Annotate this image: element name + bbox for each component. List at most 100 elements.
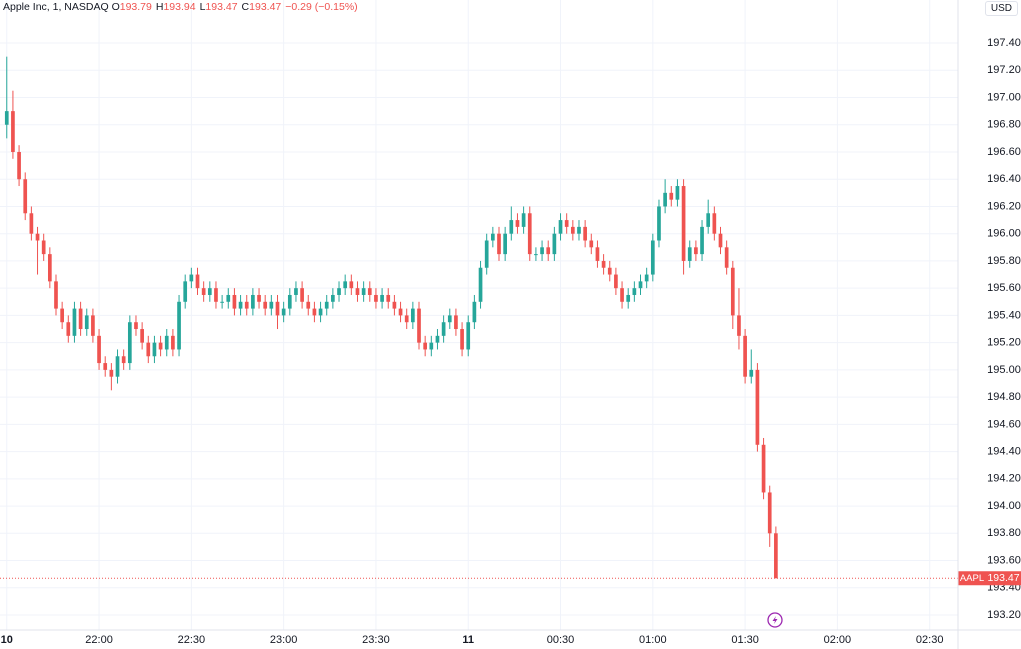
candle-body (632, 288, 637, 295)
candle-body (663, 192, 667, 207)
y-tick-label: 197.20 (987, 64, 1021, 76)
x-tick-label: 22:00 (85, 634, 113, 646)
candle-body (281, 308, 286, 316)
candle-body (312, 308, 317, 316)
h-value: 193.94 (163, 1, 196, 13)
candle-body (570, 226, 575, 234)
candle-body (4, 111, 9, 125)
candle-body (121, 356, 126, 364)
candle-body (109, 369, 114, 377)
candle-body (546, 247, 551, 255)
ticker-label: AAPL (960, 573, 984, 584)
candle-body (380, 294, 384, 302)
h-label: H (155, 1, 164, 13)
candle-body (509, 220, 514, 234)
y-tick-label: 196.40 (987, 173, 1021, 185)
y-tick-label: 196.60 (987, 146, 1021, 158)
candle-body (411, 308, 415, 323)
ticker-tag (958, 571, 986, 586)
candle-body (730, 267, 735, 316)
candle-body (534, 254, 538, 256)
symbol: Apple Inc, 1, NASDAQ (3, 1, 109, 13)
candle-body (324, 301, 329, 309)
candle-body (318, 308, 323, 316)
candle-body (755, 369, 760, 445)
y-tick-label: 194.00 (987, 500, 1021, 512)
candle-body (244, 301, 249, 309)
x-tick-label: 00:30 (547, 634, 575, 646)
currency-button[interactable]: USD (984, 1, 1018, 16)
candle-body (490, 233, 495, 241)
candle-body (275, 301, 280, 316)
candle-body (503, 233, 507, 255)
candle-body (527, 213, 532, 255)
candle-body (386, 294, 391, 302)
candle-body (361, 288, 366, 295)
candle-body (201, 288, 206, 295)
candle-body (441, 322, 446, 336)
y-tick-label: 195.80 (987, 255, 1021, 267)
candle-body (54, 281, 58, 309)
candle-body (91, 315, 95, 336)
candle-body (706, 213, 711, 227)
candle-body (374, 294, 378, 302)
candle-body (343, 281, 348, 289)
candle-body (306, 301, 311, 309)
candle-body (657, 206, 661, 241)
candle-body (164, 335, 169, 350)
x-tick-label: 01:30 (731, 634, 759, 646)
l-value: 193.47 (205, 1, 238, 13)
y-tick-label: 196.20 (987, 200, 1021, 212)
candle-body (737, 315, 741, 336)
candle-body (447, 315, 452, 323)
o-label: O (111, 1, 120, 13)
candle-body (337, 288, 341, 295)
candle-body (183, 281, 188, 302)
c-label: C (241, 1, 250, 13)
candle-body (152, 342, 157, 357)
candle-body (521, 213, 526, 227)
y-tick-label: 193.60 (987, 554, 1021, 566)
x-tick-label: 01:00 (639, 634, 667, 646)
candle-body (749, 369, 754, 377)
x-tick-label: 11 (462, 634, 474, 646)
candle-body (638, 281, 643, 289)
candle-body (497, 233, 501, 255)
candle-body (607, 267, 612, 275)
legend-header: Apple Inc, 1, NASDAQ O193.79 H193.94 L193.… (3, 0, 362, 14)
candle-body (675, 186, 680, 200)
candle-body (620, 288, 624, 302)
candle-body (417, 308, 421, 343)
x-tick-label: 02:30 (916, 634, 944, 646)
candle-body (251, 294, 255, 309)
candle-body (257, 294, 261, 302)
y-tick-label: 195.00 (987, 364, 1021, 376)
x-tick-label: 23:00 (270, 634, 298, 646)
candle-body (47, 254, 52, 282)
candle-body (158, 342, 163, 350)
candle-body (614, 274, 618, 289)
candle-body (349, 281, 354, 289)
y-tick-label: 197.40 (987, 37, 1021, 49)
y-tick-label: 194.80 (987, 391, 1021, 403)
candle-body (115, 356, 120, 377)
candle-body (650, 240, 655, 275)
candle-body (484, 240, 489, 268)
candle-body (66, 322, 71, 336)
candle-body (472, 301, 477, 323)
candle-body (41, 240, 46, 255)
candle-body (669, 192, 674, 200)
candle-body (429, 342, 434, 350)
candle-body (761, 444, 766, 493)
price-tag (986, 571, 1021, 586)
c-value: 193.47 (249, 1, 282, 13)
candle-body (23, 179, 28, 214)
candle-body (404, 315, 409, 323)
replay-icon[interactable] (767, 612, 783, 628)
candle-body (232, 294, 237, 309)
candle-body (700, 226, 704, 255)
candle-body (392, 301, 397, 309)
y-tick-label: 193.80 (987, 527, 1021, 539)
